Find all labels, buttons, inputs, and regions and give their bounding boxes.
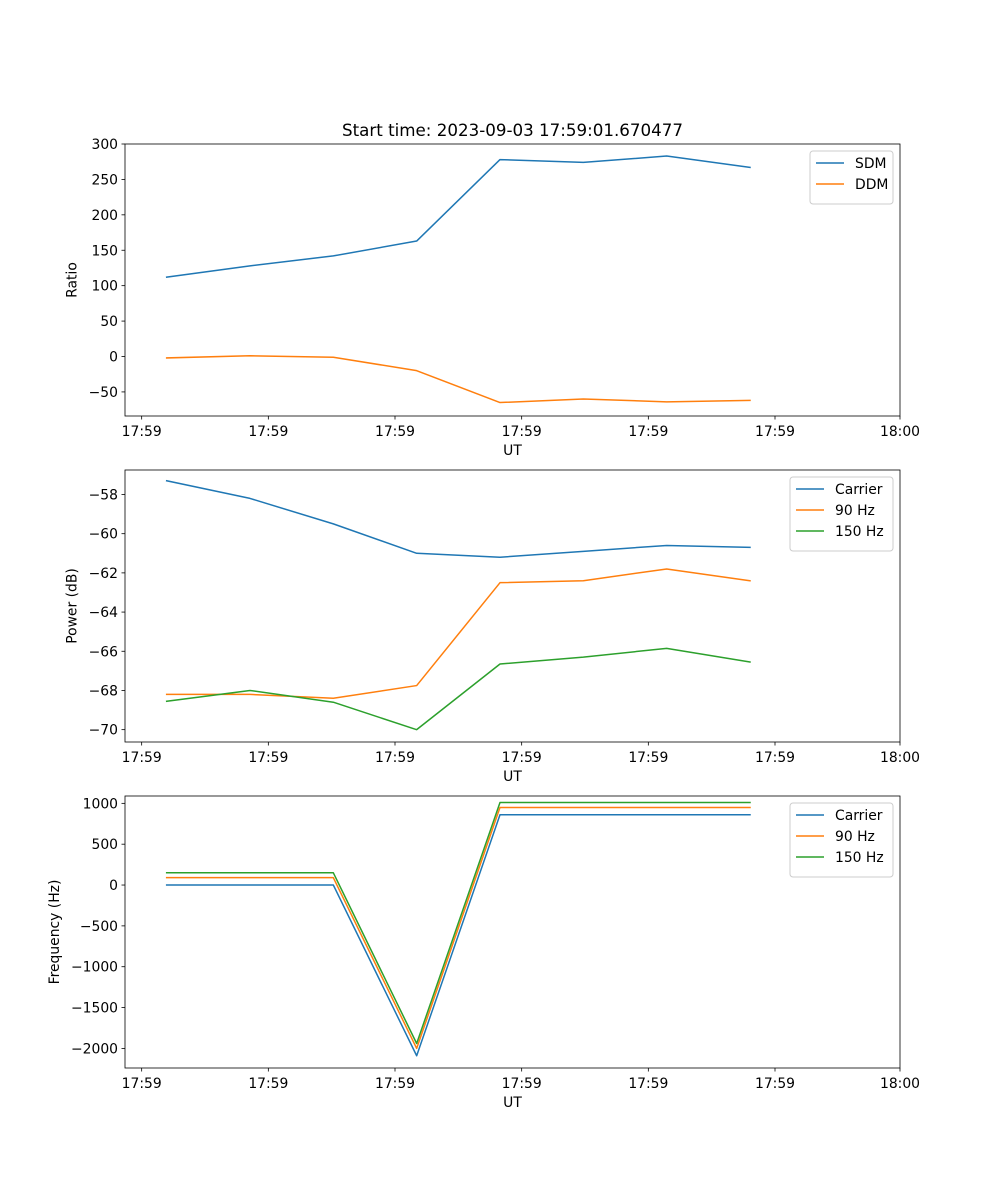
plot3-legend: Carrier 90 Hz 150 Hz (789, 802, 894, 878)
plot1-xtick-label: 17:59 (502, 424, 542, 440)
plot2-legend-label-carrier: Carrier (835, 482, 883, 498)
plot2-series-carrier (165, 479, 751, 558)
plot1-xtick-label: 17:59 (755, 424, 795, 440)
plot2-axes-frame (124, 469, 901, 743)
plot2-xtick-label: 17:59 (755, 750, 795, 766)
plot3-ytick-label: −1000 (71, 960, 118, 976)
plot3-ytick-label: −1500 (71, 1001, 118, 1017)
plot1-ytick-label: 50 (100, 314, 118, 330)
plot1-ytick-label: 100 (91, 279, 118, 295)
plot2-legend: Carrier 90 Hz 150 Hz (789, 476, 894, 552)
plot3-ytick-label: 0 (109, 878, 118, 894)
plot1-ytick-label: 0 (109, 350, 118, 366)
plot2-ytick-label: −60 (89, 527, 118, 543)
plot3-series-90-hz (165, 806, 751, 1050)
plot1-series-ddm (165, 355, 751, 404)
plot1-xtick-label: 18:00 (880, 424, 920, 440)
plot3-xtick-label: 17:59 (755, 1076, 795, 1092)
plot2-xtick-label: 18:00 (880, 750, 920, 766)
plot1-axes-frame (124, 143, 901, 417)
plot3-xlabel: UT (503, 1095, 522, 1111)
plot1-xtick-label: 17:59 (122, 424, 162, 440)
plot2-series-150-hz (165, 647, 751, 731)
plot1-ytick-label: 250 (91, 172, 118, 188)
plot1-legend-box (809, 150, 894, 205)
plot1-ylabel: Ratio (64, 262, 80, 298)
plot3-legend-box (789, 802, 894, 878)
plot2: 17:59 17:59 17:59 17:59 17:59 17:59 18:00 −70 −6… (64, 469, 920, 785)
plot1-series-sdm (165, 155, 751, 279)
plot1-xtick-label: 17:59 (375, 424, 415, 440)
plot1-xtick-label: 17:59 (628, 424, 668, 440)
plot1-legend-label-sdm: SDM (855, 156, 887, 172)
plot1-ytick-label: 300 (91, 137, 118, 153)
plot2-xlabel: UT (503, 769, 522, 785)
plot3-xtick-label: 17:59 (375, 1076, 415, 1092)
plot2-xtick-label: 17:59 (628, 750, 668, 766)
plot3-xtick-label: 17:59 (502, 1076, 542, 1092)
plot1: 17:59 17:59 17:59 17:59 17:59 17:59 18:00 −50 0 5… (64, 137, 920, 459)
plot2-xtick-label: 17:59 (248, 750, 288, 766)
plot1-xtick-label: 17:59 (248, 424, 288, 440)
plot2-ylabel: Power (dB) (64, 568, 80, 644)
plot1-ytick-label: 200 (91, 208, 118, 224)
plot2-ytick-label: −68 (89, 683, 118, 699)
plot3-ytick-label: −500 (80, 919, 118, 935)
plot2-legend-label-90-hz: 90 Hz (835, 503, 875, 519)
plot3-legend-label-150-hz: 150 Hz (835, 850, 884, 866)
plot3-legend-label-carrier: Carrier (835, 808, 883, 824)
plot1-ytick-label: 150 (91, 243, 118, 259)
plot3-legend-label-90-hz: 90 Hz (835, 829, 875, 845)
plot2-xtick-label: 17:59 (502, 750, 542, 766)
plot1-legend: SDM DDM (809, 150, 894, 205)
plot2-xtick-label: 17:59 (375, 750, 415, 766)
plot2-ytick-label: −62 (89, 566, 118, 582)
plot2-legend-box (789, 476, 894, 552)
plot3-ylabel: Frequency (Hz) (47, 880, 63, 985)
figure-title: Start time: 2023-09-03 17:59:01.670477 (342, 120, 683, 140)
plot2-legend-label-150-hz: 150 Hz (835, 524, 884, 540)
plot3-ytick-label: 500 (91, 837, 118, 853)
plot2-ytick-label: −58 (89, 487, 118, 503)
plot3-series-carrier (165, 814, 751, 1057)
plot2-xtick-label: 17:59 (122, 750, 162, 766)
plot3-xtick-label: 17:59 (628, 1076, 668, 1092)
plot3: 17:59 17:59 17:59 17:59 17:59 17:59 18:00 −2000… (47, 795, 920, 1111)
plot1-legend-label-ddm: DDM (855, 177, 888, 193)
plot3-xtick-label: 17:59 (248, 1076, 288, 1092)
plot2-ytick-label: −70 (89, 723, 118, 739)
plot2-ytick-label: −66 (89, 644, 118, 660)
plot3-series-150-hz (165, 801, 751, 1045)
plots: 17:59 17:59 17:59 17:59 17:59 17:59 18:00−5005… (47, 137, 920, 1111)
plot3-axes-frame (124, 795, 901, 1069)
plot1-xlabel: UT (503, 443, 522, 459)
plot2-ytick-label: −64 (89, 605, 118, 621)
plot3-ytick-label: 1000 (83, 796, 118, 812)
plot3-ytick-label: −2000 (71, 1041, 118, 1057)
plot1-ytick-label: −50 (89, 385, 118, 401)
plot2-series-90-hz (165, 568, 751, 700)
plot3-xtick-label: 18:00 (880, 1076, 920, 1092)
plot3-xtick-label: 17:59 (122, 1076, 162, 1092)
